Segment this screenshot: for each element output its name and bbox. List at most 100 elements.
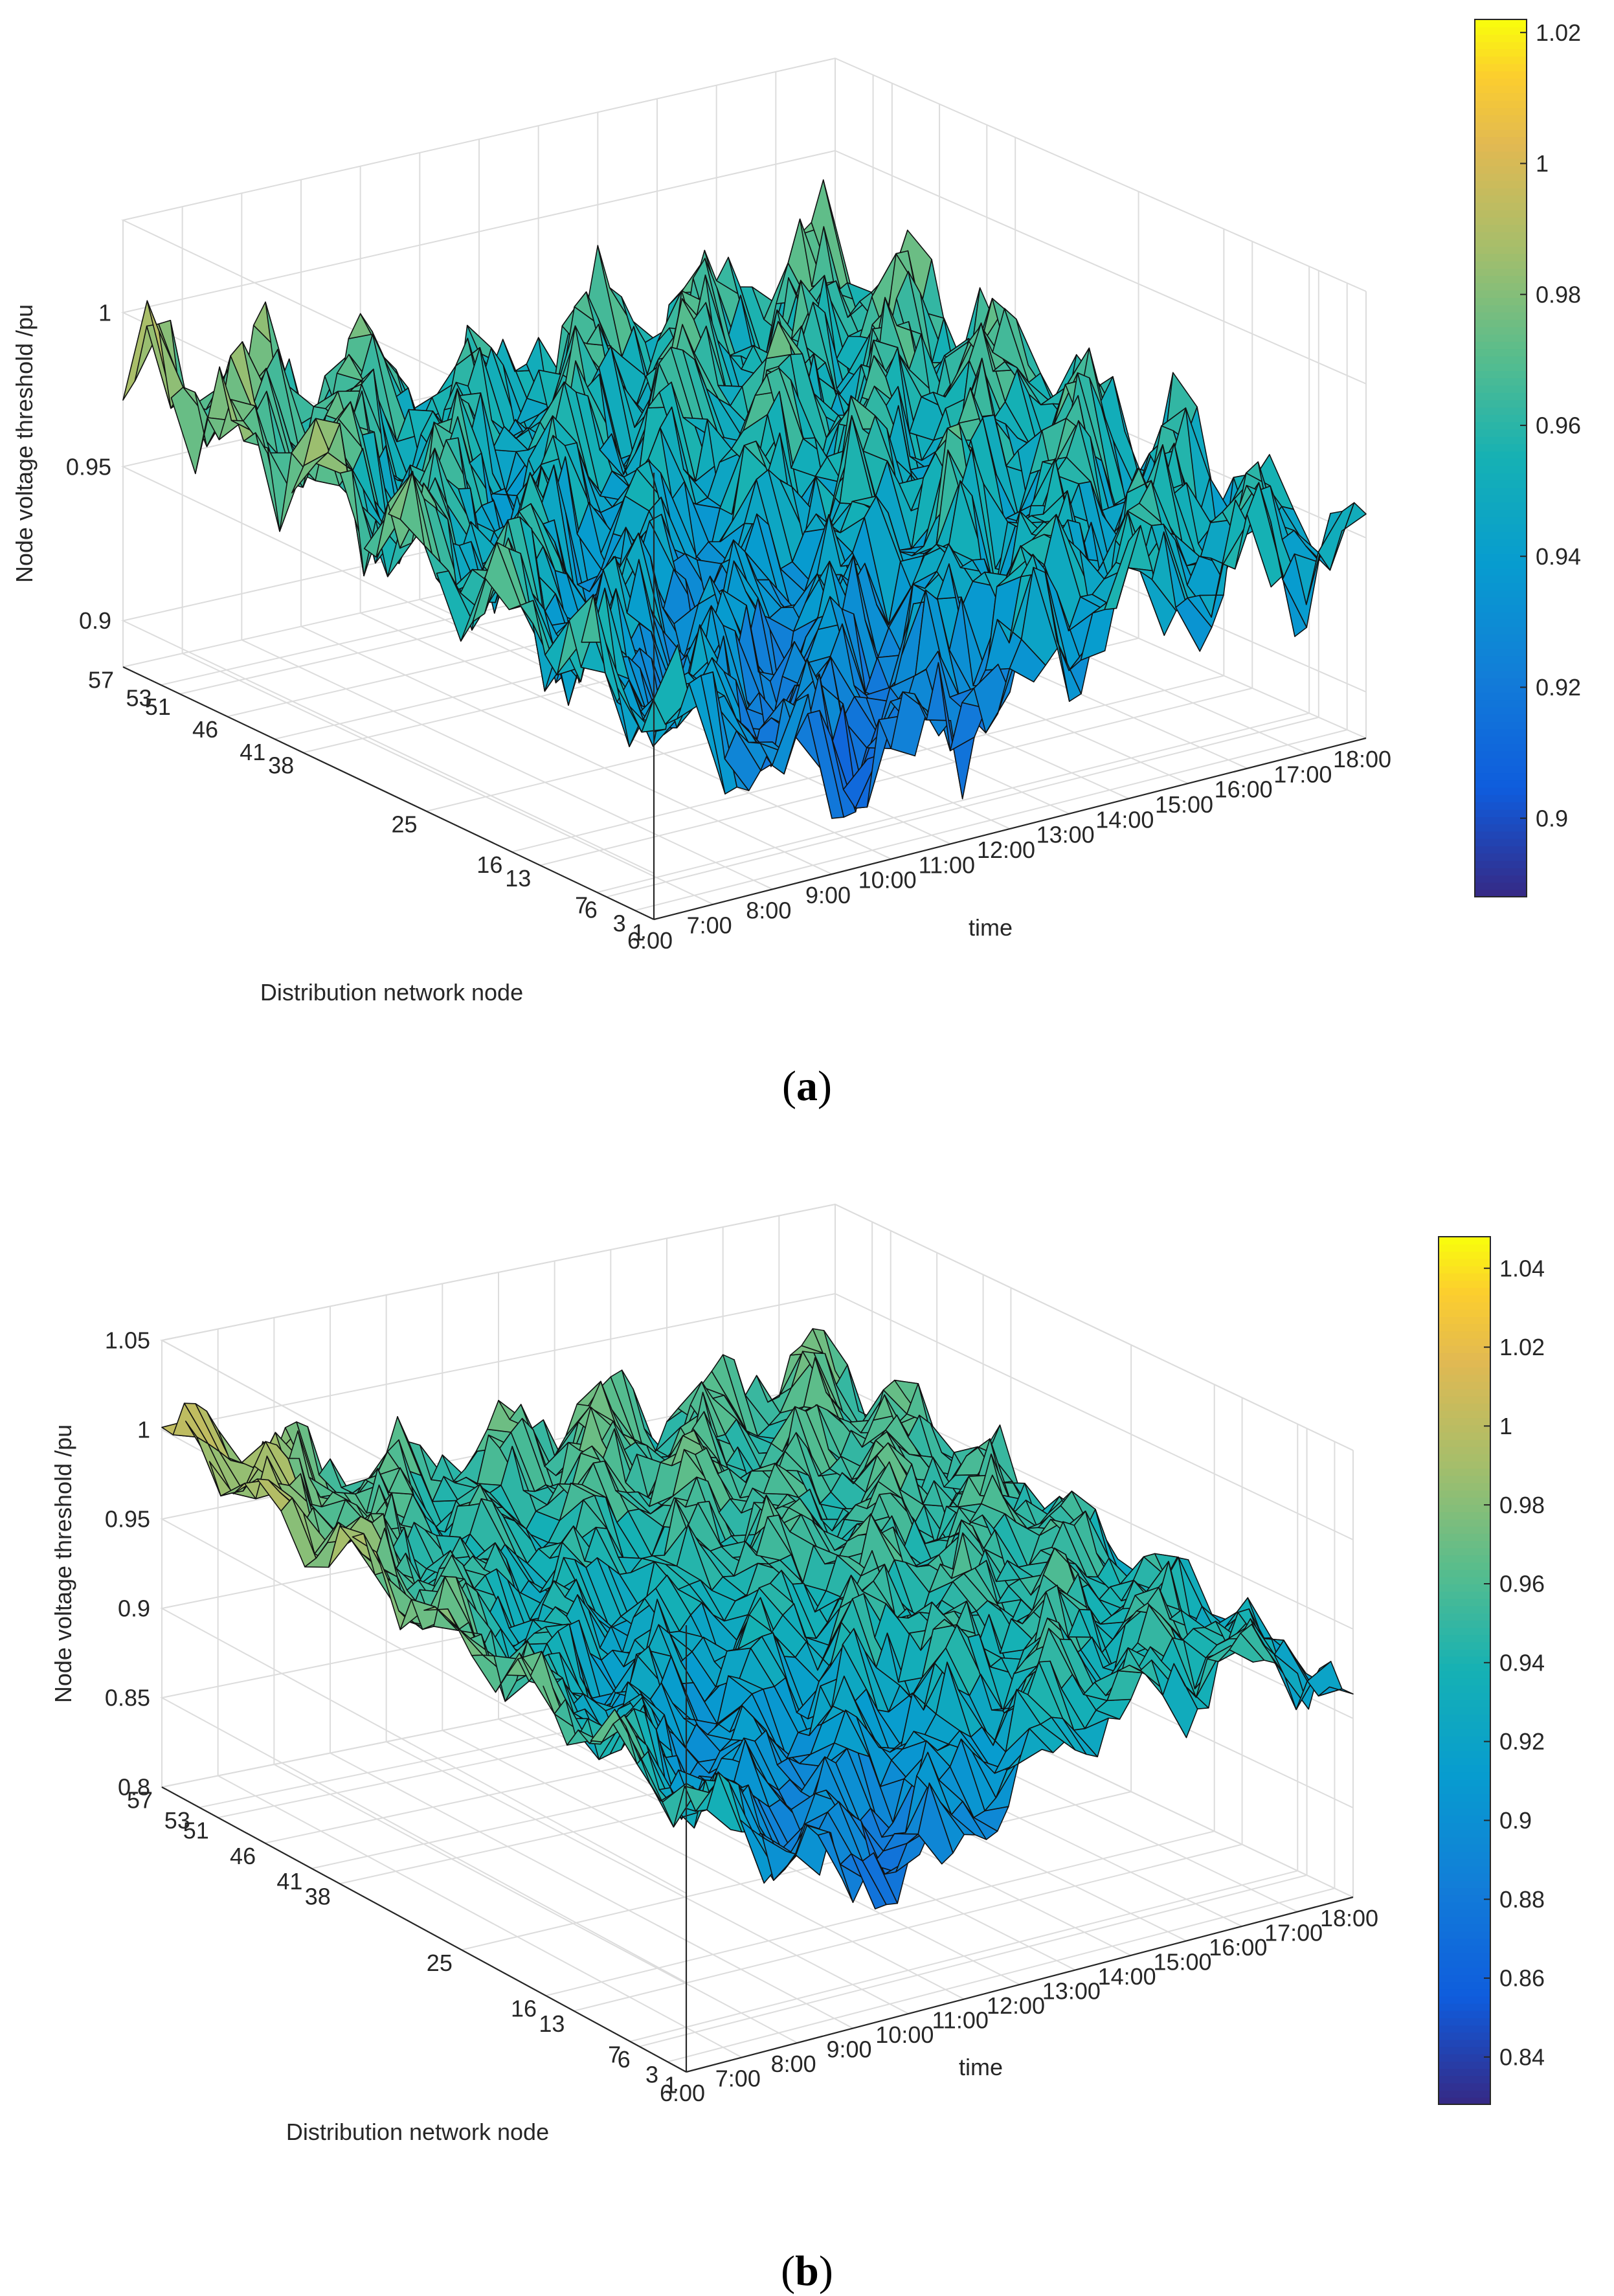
colorbar-step [1439,1410,1490,1419]
time-tick-label: 11:00 [932,2007,988,2034]
colorbar-step [1475,107,1527,115]
colorbar-step [1475,238,1527,247]
colorbar-step [1439,1678,1490,1686]
time-axis-line [686,1896,1354,2073]
colorbar-step [1439,1294,1490,1303]
colorbar-step [1439,1612,1490,1621]
colorbar-step [1439,1518,1490,1527]
colorbar-step [1439,1331,1490,1339]
time-tick-label: 17:00 [1273,761,1332,787]
colorbar-step [1475,49,1527,57]
grid-floor-node [540,687,1253,866]
time-tick-label: 10:00 [858,867,917,894]
colorbar-step [1439,1533,1490,1541]
colorbar-step [1439,1685,1490,1693]
colorbar-step [1439,1439,1490,1447]
colorbar-tick-label: 0.9 [1499,1807,1532,1834]
chart-b: 0.80.850.90.9511.05136713162538414651535… [50,1203,1545,2145]
surface-patch [1317,1686,1354,1697]
colorbar-frame [1438,1236,1491,2105]
colorbar-step [1475,355,1527,364]
colorbar-step [1475,158,1527,166]
colorbar-step [1439,1548,1490,1556]
colorbar-step [1475,538,1527,546]
grid-floor-node [545,1830,1215,1997]
time-tick-label: 9:00 [805,882,851,908]
colorbar-step [1439,1280,1490,1289]
time-tick-label: 8:00 [771,2051,816,2077]
colorbar-step [1439,1627,1490,1636]
colorbar-step [1475,882,1527,890]
grid-floor-node [606,716,1319,898]
colorbar-step [1439,1952,1490,1961]
colorbar-step [1439,1858,1490,1867]
colorbar-step [1439,1692,1490,1700]
colorbar-step [1475,165,1527,174]
colorbar-step [1439,1916,1490,1924]
colorbar-step [1475,611,1527,620]
colorbar-step [1475,640,1527,649]
colorbar-step [1475,809,1527,817]
node-tick-label: 57 [88,666,114,693]
colorbar-step [1475,494,1527,503]
colorbar-step [1439,1649,1490,1657]
colorbar-step [1475,626,1527,635]
colorbar-step [1439,2097,1490,2105]
colorbar-step [1475,765,1527,774]
time-tick-label: 16:00 [1209,1934,1267,1961]
colorbar-step [1439,1887,1490,1896]
time-tick-label: 18:00 [1320,1905,1378,1931]
colorbar-step [1475,546,1527,554]
colorbar-step [1475,597,1527,605]
colorbar-step [1475,473,1527,481]
z-tick-label: 1 [137,1417,150,1443]
colorbar-step [1439,1381,1490,1390]
node-tick-label: 16 [511,1996,537,2022]
time-tick-label: 13:00 [1042,1978,1101,2005]
colorbar-step [1439,1576,1490,1584]
colorbar-step [1475,195,1527,203]
colorbar-step [1475,27,1527,35]
colorbar-step [1475,297,1527,306]
time-tick-label: 9:00 [826,2036,871,2063]
colorbar-step [1475,246,1527,254]
colorbar-step [1475,289,1527,298]
colorbar-step [1475,304,1527,313]
colorbar-step [1439,1945,1490,1953]
colorbar-step [1475,743,1527,752]
colorbar-step [1439,1359,1490,1367]
colorbar-step [1475,618,1527,627]
colorbar-step [1439,2046,1490,2054]
time-tick-label: 14:00 [1098,1963,1156,1990]
node-tick-label: 46 [192,716,218,743]
colorbar-step [1439,1706,1490,1715]
time-tick-label: 15:00 [1155,791,1213,818]
colorbar-step [1475,385,1527,393]
time-tick-label: 13:00 [1037,822,1095,848]
colorbar-step [1439,1786,1490,1794]
colorbar-step [1475,816,1527,825]
grid-floor-node [596,712,1310,894]
colorbar-step [1439,1468,1490,1476]
time-tick-label: 7:00 [715,2065,761,2092]
colorbar-step [1475,480,1527,488]
colorbar-step [1475,750,1527,759]
colorbar-step [1439,2075,1490,2084]
time-axis-title: time [959,2054,1003,2080]
node-tick-label: 16 [476,851,502,878]
colorbar-step [1475,831,1527,839]
colorbar-step [1475,348,1527,357]
grid-floor-node [574,1843,1242,2012]
colorbar-step [1439,1923,1490,1931]
node-tick-label: 7 [575,892,588,919]
caption-a-close: ) [818,1063,832,1110]
time-tick-label: 7:00 [687,912,732,939]
node-tick-label: 38 [268,752,294,779]
colorbar-step [1439,1656,1490,1664]
time-tick-label: 8:00 [746,897,791,923]
colorbar-step [1475,509,1527,517]
caption-b: (b) [0,2247,1614,2296]
colorbar-tick-label: 0.94 [1499,1649,1545,1676]
colorbar-step [1439,1757,1490,1766]
colorbar-step [1439,1367,1490,1375]
